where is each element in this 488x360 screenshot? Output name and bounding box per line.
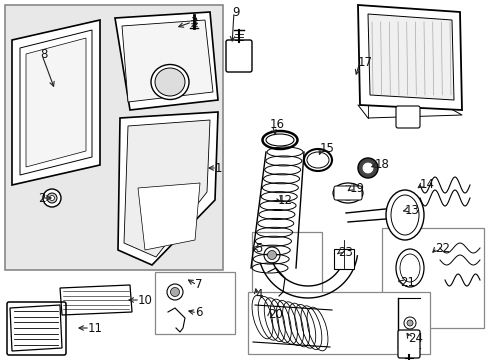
Ellipse shape	[406, 320, 412, 326]
Text: 15: 15	[319, 141, 334, 154]
Ellipse shape	[385, 190, 423, 240]
Ellipse shape	[399, 254, 419, 282]
FancyBboxPatch shape	[333, 249, 353, 269]
Ellipse shape	[362, 163, 372, 173]
FancyBboxPatch shape	[251, 232, 321, 304]
Polygon shape	[20, 30, 92, 175]
Text: 18: 18	[374, 158, 389, 171]
Polygon shape	[26, 38, 86, 167]
Polygon shape	[115, 12, 218, 110]
Text: 10: 10	[138, 293, 153, 306]
Text: 19: 19	[349, 181, 364, 194]
Polygon shape	[118, 112, 218, 265]
Text: 13: 13	[404, 203, 419, 216]
FancyBboxPatch shape	[5, 5, 223, 270]
Text: 2: 2	[38, 192, 45, 204]
Ellipse shape	[170, 288, 179, 297]
Text: 8: 8	[40, 49, 47, 62]
Ellipse shape	[395, 249, 423, 287]
FancyBboxPatch shape	[155, 272, 235, 334]
Text: 23: 23	[337, 246, 352, 258]
FancyBboxPatch shape	[381, 228, 483, 328]
Text: 21: 21	[399, 275, 414, 288]
Ellipse shape	[357, 158, 377, 178]
Ellipse shape	[390, 195, 418, 235]
Ellipse shape	[336, 186, 358, 200]
Text: 22: 22	[434, 242, 449, 255]
Ellipse shape	[155, 68, 184, 96]
Text: 16: 16	[269, 118, 285, 131]
Text: 11: 11	[88, 321, 103, 334]
Polygon shape	[122, 20, 213, 102]
Text: 20: 20	[267, 309, 282, 321]
FancyBboxPatch shape	[395, 106, 419, 128]
FancyBboxPatch shape	[333, 186, 361, 200]
Text: 6: 6	[195, 306, 202, 320]
Text: 24: 24	[407, 332, 422, 345]
Ellipse shape	[43, 189, 61, 207]
Polygon shape	[367, 14, 453, 100]
Text: 4: 4	[254, 288, 262, 302]
Text: 12: 12	[278, 194, 292, 207]
Text: 3: 3	[190, 15, 197, 28]
Polygon shape	[60, 285, 132, 315]
FancyBboxPatch shape	[247, 292, 429, 354]
Polygon shape	[124, 120, 209, 257]
Ellipse shape	[264, 247, 280, 263]
Polygon shape	[357, 5, 461, 110]
FancyBboxPatch shape	[225, 40, 251, 72]
Ellipse shape	[267, 251, 276, 260]
Text: 17: 17	[357, 55, 372, 68]
Text: 9: 9	[231, 5, 239, 18]
Polygon shape	[10, 305, 62, 351]
Ellipse shape	[403, 317, 415, 329]
Ellipse shape	[151, 64, 189, 99]
Ellipse shape	[49, 195, 54, 201]
FancyBboxPatch shape	[397, 330, 419, 358]
Polygon shape	[12, 20, 100, 185]
Polygon shape	[138, 183, 200, 250]
Text: 5: 5	[254, 242, 262, 255]
Text: 7: 7	[195, 279, 202, 292]
Ellipse shape	[167, 284, 183, 300]
Text: 1: 1	[215, 162, 222, 175]
Text: 14: 14	[419, 179, 434, 192]
Ellipse shape	[332, 183, 362, 203]
Ellipse shape	[47, 193, 57, 203]
